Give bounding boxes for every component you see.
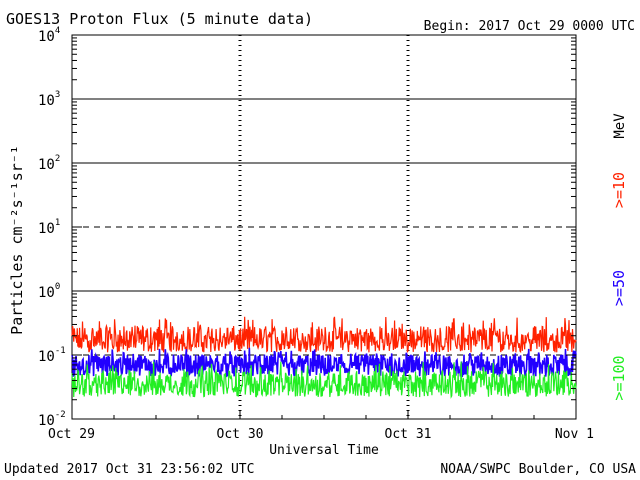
y-tick-label: 100 (38, 282, 60, 301)
legend-ge10: >=10 (610, 172, 628, 208)
day-markers (238, 35, 410, 419)
y-tick-exponent: 4 (55, 26, 60, 36)
y-axis-label: Particles cm⁻²s⁻¹sr⁻¹ (8, 145, 26, 335)
x-tick-label: Oct 31 (385, 427, 432, 442)
y-tick-exponent: 0 (55, 282, 60, 292)
y-tick-exponent: 3 (55, 90, 60, 100)
grid-lines (72, 98, 576, 356)
series-line-ge10 (71, 316, 577, 354)
x-axis-label: Universal Time (269, 443, 379, 458)
y-tick-label: 104 (38, 26, 60, 45)
y-tick-exponent: -1 (55, 346, 66, 356)
legend-ge50: >=50 (610, 270, 628, 306)
x-tick-label: Oct 29 (48, 427, 95, 442)
y-tick-exponent: 2 (55, 154, 60, 164)
x-axis-ticks: Oct 29 Oct 30 Oct 31 Nov 1 (48, 411, 594, 442)
y-tick-label: 102 (38, 154, 60, 173)
chart-title: GOES13 Proton Flux (5 minute data) (6, 10, 313, 28)
series-layer (71, 316, 577, 399)
y-tick-exponent: 1 (55, 218, 60, 228)
updated-time: Updated 2017 Oct 31 23:56:02 UTC (4, 462, 254, 477)
begin-time: Begin: 2017 Oct 29 0000 UTC (424, 19, 635, 34)
x-tick-label: Nov 1 (555, 427, 594, 442)
series-line-ge50 (71, 347, 577, 378)
credit: NOAA/SWPC Boulder, CO USA (440, 462, 636, 477)
legend-ge100: >=100 (610, 355, 628, 400)
y-tick-label: 10-1 (38, 346, 66, 365)
y-tick-exponent: -2 (55, 410, 66, 420)
series-line-ge100 (71, 361, 577, 399)
x-tick-label: Oct 30 (217, 427, 264, 442)
y-tick-label: 103 (38, 90, 60, 109)
unit-label: MeV (612, 113, 628, 139)
y-tick-label: 101 (38, 218, 60, 237)
